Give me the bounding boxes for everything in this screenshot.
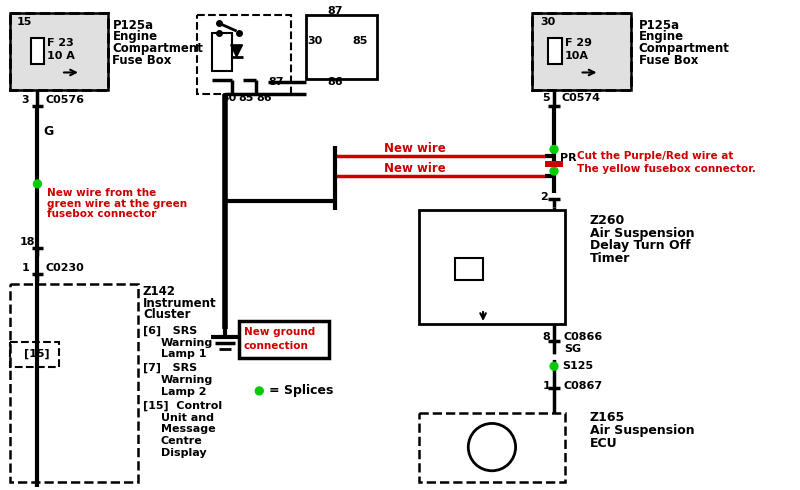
Bar (548, 38, 562, 64)
Text: Warning: Warning (161, 375, 213, 385)
Text: 3: 3 (22, 95, 30, 105)
Text: 1: 1 (542, 381, 550, 391)
Bar (238, 321, 330, 358)
Text: ECU: ECU (590, 437, 617, 450)
Text: G: G (43, 125, 54, 138)
Circle shape (255, 387, 263, 395)
Text: 86: 86 (256, 93, 272, 103)
Bar (532, 13, 631, 90)
Text: New wire from the: New wire from the (47, 188, 157, 198)
Text: The yellow fusebox connector.: The yellow fusebox connector. (577, 164, 755, 174)
Text: 2: 2 (540, 192, 548, 202)
Text: Z260: Z260 (590, 214, 625, 227)
Text: 87: 87 (268, 77, 284, 87)
Text: 15: 15 (17, 17, 32, 27)
Text: 8: 8 (542, 332, 550, 342)
Bar (197, 15, 291, 94)
Text: Air Suspension: Air Suspension (590, 424, 694, 437)
Circle shape (550, 167, 558, 175)
Text: Unit and: Unit and (161, 413, 214, 422)
Text: P125a: P125a (112, 19, 154, 32)
Text: 30: 30 (221, 93, 236, 103)
Text: Message: Message (161, 424, 215, 434)
Circle shape (468, 423, 515, 471)
Text: P125a: P125a (639, 19, 680, 32)
Bar (419, 413, 565, 482)
Bar (10, 13, 109, 90)
Text: 30: 30 (540, 17, 555, 27)
Text: [15]  Control: [15] Control (143, 400, 222, 411)
Text: C0576: C0576 (46, 95, 84, 105)
Bar (10, 342, 59, 367)
Bar (10, 13, 109, 90)
Text: C0867: C0867 (564, 381, 603, 391)
Bar (306, 15, 377, 79)
Text: Cut the Purple/Red wire at: Cut the Purple/Red wire at (577, 151, 733, 161)
Text: Z165: Z165 (590, 411, 625, 424)
Text: Compartment: Compartment (112, 42, 203, 55)
Text: Cluster: Cluster (143, 309, 190, 321)
Text: Engine: Engine (112, 30, 158, 44)
Text: 87: 87 (327, 6, 343, 16)
Bar (10, 284, 138, 482)
Text: connection: connection (243, 341, 308, 350)
Text: Timer: Timer (590, 252, 630, 265)
Polygon shape (230, 45, 242, 57)
Text: New ground: New ground (243, 327, 314, 337)
Bar (419, 211, 565, 324)
Text: Lamp 2: Lamp 2 (161, 387, 206, 397)
Circle shape (550, 146, 558, 153)
Bar (455, 258, 483, 279)
Text: C0574: C0574 (562, 93, 601, 103)
Text: 85: 85 (238, 93, 254, 103)
Bar (532, 13, 631, 90)
Text: S125: S125 (562, 361, 593, 371)
Text: New wire: New wire (385, 162, 446, 174)
Text: Z142: Z142 (143, 285, 176, 298)
Text: [15]: [15] (24, 348, 50, 359)
Bar (30, 38, 44, 64)
Text: 86: 86 (327, 77, 343, 87)
Text: 10A: 10A (565, 51, 589, 61)
Text: Fuse Box: Fuse Box (112, 54, 172, 67)
Circle shape (550, 362, 558, 370)
Text: SG: SG (564, 343, 581, 353)
Text: Fuse Box: Fuse Box (639, 54, 698, 67)
Text: 85: 85 (352, 36, 367, 46)
Text: PR: PR (560, 153, 577, 163)
Text: C0866: C0866 (564, 332, 603, 342)
Text: C0230: C0230 (46, 263, 84, 272)
Text: Centre: Centre (161, 436, 202, 446)
Text: 30: 30 (307, 36, 323, 46)
Bar (212, 33, 232, 71)
Text: Engine: Engine (639, 30, 684, 44)
Text: F 29: F 29 (565, 38, 592, 48)
Text: Air Suspension: Air Suspension (590, 227, 694, 240)
Text: New wire: New wire (385, 142, 446, 155)
Bar (545, 161, 563, 167)
Text: Instrument: Instrument (143, 296, 217, 310)
Text: = Splices: = Splices (269, 384, 334, 397)
Text: Display: Display (161, 448, 206, 458)
Circle shape (34, 180, 42, 188)
Text: [6]   SRS: [6] SRS (143, 326, 197, 336)
Text: Warning: Warning (161, 338, 213, 347)
Text: Delay Turn Off: Delay Turn Off (590, 240, 690, 252)
Text: green wire at the green: green wire at the green (47, 198, 187, 209)
Text: 18: 18 (20, 237, 35, 247)
Text: F 23: F 23 (47, 38, 74, 48)
Text: Lamp 1: Lamp 1 (161, 349, 206, 360)
Text: [7]   SRS: [7] SRS (143, 363, 197, 373)
Text: Compartment: Compartment (639, 42, 730, 55)
Text: 1: 1 (22, 263, 30, 272)
Text: fusebox connector: fusebox connector (47, 209, 157, 220)
Text: 10 A: 10 A (47, 51, 75, 61)
Text: 5: 5 (542, 93, 550, 103)
